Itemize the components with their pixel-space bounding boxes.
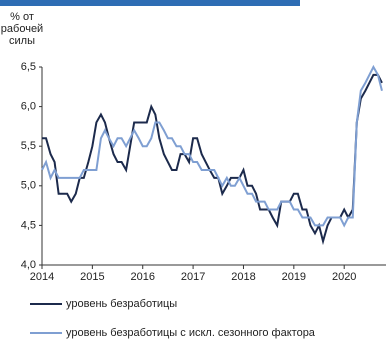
- y-tick-label: 4,0: [21, 259, 36, 271]
- legend-label: уровень безработицы с искл. сезонного фа…: [66, 327, 316, 339]
- header-strip: [0, 0, 300, 6]
- y-axis-title: силы: [9, 35, 35, 47]
- series-line: [42, 73, 383, 246]
- y-axis-title: % от: [10, 11, 34, 23]
- y-axis-title: рабочей: [1, 23, 43, 35]
- y-tick-label: 5,5: [21, 140, 36, 152]
- y-tick-label: 5,0: [21, 180, 36, 192]
- x-tick-label: 2017: [181, 271, 205, 283]
- y-tick-label: 6,0: [21, 101, 36, 113]
- legend-label: уровень безработицы: [66, 298, 177, 310]
- x-tick-label: 2016: [130, 271, 154, 283]
- x-tick-label: 2015: [80, 271, 104, 283]
- x-tick-label: 2014: [30, 271, 54, 283]
- y-tick-label: 4,5: [21, 219, 36, 231]
- x-tick-label: 2018: [231, 271, 255, 283]
- x-tick-label: 2020: [332, 271, 356, 283]
- y-tick-label: 6,5: [21, 61, 36, 73]
- series-line: [41, 64, 383, 228]
- x-tick-label: 2019: [282, 271, 306, 283]
